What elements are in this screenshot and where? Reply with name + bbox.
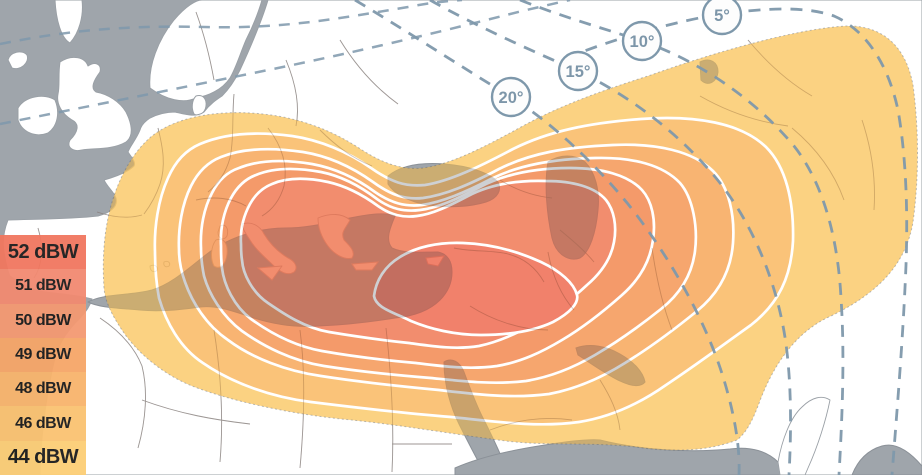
legend-row-51dbw: 51 dBW xyxy=(0,269,86,304)
legend-row-49dbw: 49 dBW xyxy=(0,337,86,373)
elevation-line-10deg xyxy=(519,0,845,475)
elevation-labels: 20° 15° 10° 5° xyxy=(490,0,743,118)
elevation-line-outer-b xyxy=(0,0,463,46)
elevation-line-15deg xyxy=(429,0,792,475)
svg-text:10°: 10° xyxy=(630,33,655,51)
svg-text:20°: 20° xyxy=(499,89,524,107)
elevation-label-circle xyxy=(490,76,532,118)
dbw-legend: 52 dBW 51 dBW 50 dBW 49 dBW 48 dBW 46 dB… xyxy=(0,235,86,475)
elevation-label-10deg: 10° xyxy=(621,20,663,62)
contour-52dbw xyxy=(372,241,579,337)
beam-footprint xyxy=(102,25,918,451)
svg-text:5°: 5° xyxy=(714,7,730,25)
elevation-label-circle xyxy=(621,20,663,62)
legend-row-46dbw: 46 dBW xyxy=(0,406,86,441)
svg-text:15°: 15° xyxy=(566,63,591,81)
elevation-line-20deg xyxy=(354,0,741,475)
elevation-label-circle xyxy=(557,50,599,92)
legend-row-48dbw: 48 dBW xyxy=(0,372,86,407)
legend-row-44dbw: 44 dBW xyxy=(0,440,86,475)
legend-row-52dbw: 52 dBW xyxy=(0,235,86,270)
elevation-label-15deg: 15° xyxy=(557,50,599,92)
legend-row-50dbw: 50 dBW xyxy=(0,303,86,338)
elevation-label-5deg: 5° xyxy=(701,0,743,36)
elevation-line-outer-a xyxy=(0,0,571,126)
elevation-label-20deg: 20° xyxy=(490,76,532,118)
elevation-label-circle xyxy=(701,0,743,36)
